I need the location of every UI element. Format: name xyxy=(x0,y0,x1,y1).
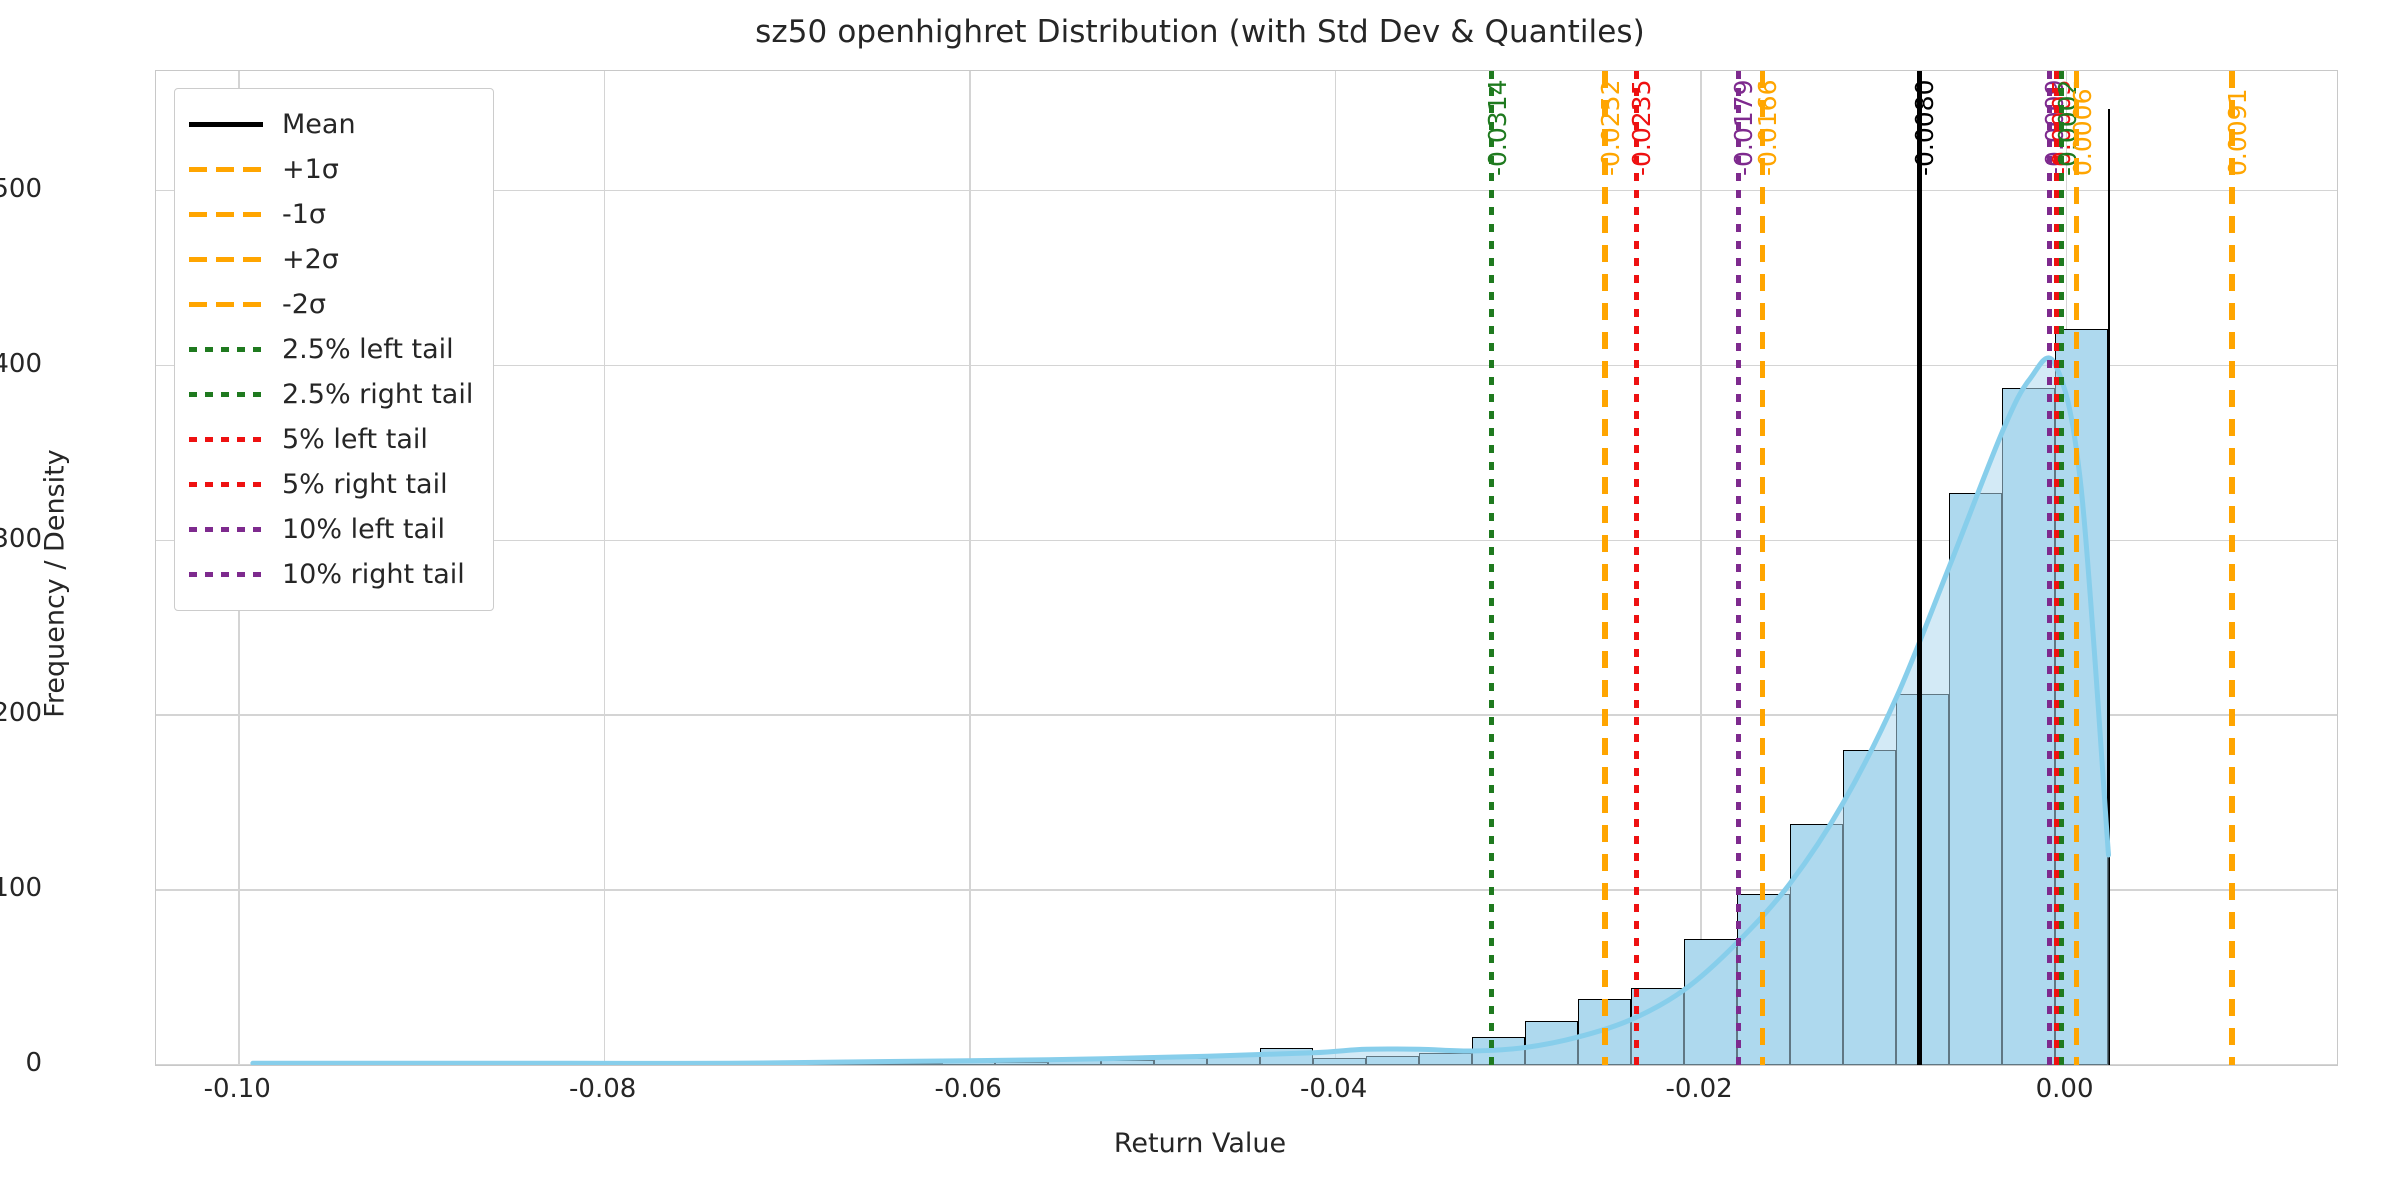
histogram-bar xyxy=(941,1061,995,1065)
y-tick-label: 0 xyxy=(25,1048,42,1078)
histogram-bar xyxy=(1418,1052,1472,1065)
histogram-bar xyxy=(1312,1058,1366,1065)
y-tick-label: 300 xyxy=(0,523,42,554)
y-tick-label: 400 xyxy=(0,348,42,379)
x-tick-label: 0.00 xyxy=(2035,1074,2094,1104)
plot-area: -0.0314 -0.0252 -0.0235 -0.0179 -0.0166 -0.00… xyxy=(155,70,2338,1066)
x-tick-label: -0.10 xyxy=(203,1074,271,1104)
chart-title: sz50 openhighret Distribution (with Std … xyxy=(755,14,1645,50)
marker-label: -0.0235 xyxy=(1627,79,1657,177)
marker-line-stroke xyxy=(1917,71,1922,1065)
legend-label: -2σ xyxy=(282,289,327,320)
histogram-bar xyxy=(1153,1058,1207,1065)
legend-label: +2σ xyxy=(282,244,339,275)
marker-line-stroke xyxy=(1633,71,1639,1065)
legend-label: 10% left tail xyxy=(282,514,446,545)
marker-line-stroke xyxy=(1489,71,1495,1065)
gridline-horizontal xyxy=(156,189,2337,192)
x-axis-label: Return Value xyxy=(1113,1128,1287,1159)
histogram-bar xyxy=(1842,750,1896,1065)
legend-label: 5% right tail xyxy=(282,469,448,500)
y-tick-label: 200 xyxy=(0,698,42,729)
marker-line-stroke xyxy=(2059,71,2065,1065)
legend: Mean +1σ -1σ +2σ -2σ 2.5% left tail 2.5% right… xyxy=(174,88,495,611)
marker-label: 0.0006 xyxy=(2067,88,2097,176)
x-tick-label: -0.08 xyxy=(569,1074,637,1104)
legend-item[interactable]: 5% left tail xyxy=(189,417,473,462)
marker-label: 0.0091 xyxy=(2222,88,2252,176)
marker-line-stroke xyxy=(2229,71,2235,1065)
histogram-bar xyxy=(1206,1056,1260,1065)
legend-item[interactable]: +2σ xyxy=(189,237,473,282)
gridline-vertical xyxy=(1700,71,1702,1065)
marker-label: -0.0166 xyxy=(1753,79,1783,177)
histogram-bar xyxy=(1948,493,2002,1065)
marker-line-stroke xyxy=(2046,71,2052,1065)
histogram-bar xyxy=(305,1063,359,1065)
marker-line-stroke xyxy=(2073,71,2080,1065)
legend-label: 2.5% right tail xyxy=(282,379,474,410)
y-axis-label: Frequency / Density xyxy=(39,449,71,718)
marker-line-stroke xyxy=(2053,71,2059,1065)
legend-label: 10% right tail xyxy=(282,559,465,590)
marker-label: -0.0080 xyxy=(1910,79,1940,177)
legend-item[interactable]: 2.5% left tail xyxy=(189,327,473,372)
histogram-bar xyxy=(835,1063,889,1065)
histogram-bar xyxy=(1471,1037,1525,1065)
gridline-vertical xyxy=(969,71,971,1065)
marker-label: -0.0314 xyxy=(1482,79,1512,177)
marker-line-stroke xyxy=(1735,71,1741,1065)
legend-label: +1σ xyxy=(282,154,339,185)
histogram-bar xyxy=(994,1061,1048,1065)
legend-item[interactable]: -1σ xyxy=(189,192,473,237)
histogram-bar xyxy=(2107,108,2110,1065)
x-tick-label: -0.06 xyxy=(934,1074,1002,1104)
y-tick-label: 100 xyxy=(0,873,42,904)
x-tick-label: -0.02 xyxy=(1665,1074,1733,1104)
legend-item[interactable]: 10% left tail xyxy=(189,507,473,552)
y-tick-label: 500 xyxy=(0,173,42,204)
histogram-bar xyxy=(782,1063,836,1065)
histogram-bar xyxy=(729,1063,783,1065)
x-tick-label: -0.04 xyxy=(1299,1074,1368,1104)
histogram-bar xyxy=(517,1063,571,1065)
marker-line-stroke xyxy=(1602,71,1608,1065)
marker-label: -0.0252 xyxy=(1596,79,1626,177)
histogram-bar xyxy=(1100,1059,1154,1065)
legend-label: 5% left tail xyxy=(282,424,428,455)
legend-label: -1σ xyxy=(282,199,327,230)
legend-item[interactable]: 10% right tail xyxy=(189,552,473,597)
marker-line-stroke xyxy=(1759,71,1765,1065)
histogram-bar xyxy=(1365,1056,1419,1065)
gridline-vertical xyxy=(603,71,606,1065)
histogram-bar xyxy=(676,1063,730,1065)
gridline-vertical xyxy=(1334,71,1337,1065)
legend-item[interactable]: Mean xyxy=(189,102,473,147)
histogram-bar xyxy=(623,1063,677,1065)
histogram-bar xyxy=(570,1063,624,1065)
legend-item[interactable]: -2σ xyxy=(189,282,473,327)
histogram-bar xyxy=(464,1063,518,1065)
legend-label: 2.5% left tail xyxy=(282,334,454,365)
histogram-bar xyxy=(1524,1021,1578,1065)
histogram-bar xyxy=(888,1063,942,1065)
legend-item[interactable]: 5% right tail xyxy=(189,462,473,507)
histogram-bar xyxy=(411,1063,465,1065)
histogram-bar xyxy=(1789,823,1843,1065)
histogram-bar xyxy=(1259,1047,1313,1065)
legend-item[interactable]: 2.5% right tail xyxy=(189,372,473,417)
legend-label: Mean xyxy=(282,109,356,140)
histogram-bar xyxy=(1047,1059,1101,1065)
histogram-bar xyxy=(252,1063,306,1065)
histogram-bar xyxy=(358,1063,412,1065)
histogram-bar xyxy=(1683,939,1737,1065)
histogram-bar xyxy=(1895,694,1949,1065)
legend-item[interactable]: +1σ xyxy=(189,147,473,192)
